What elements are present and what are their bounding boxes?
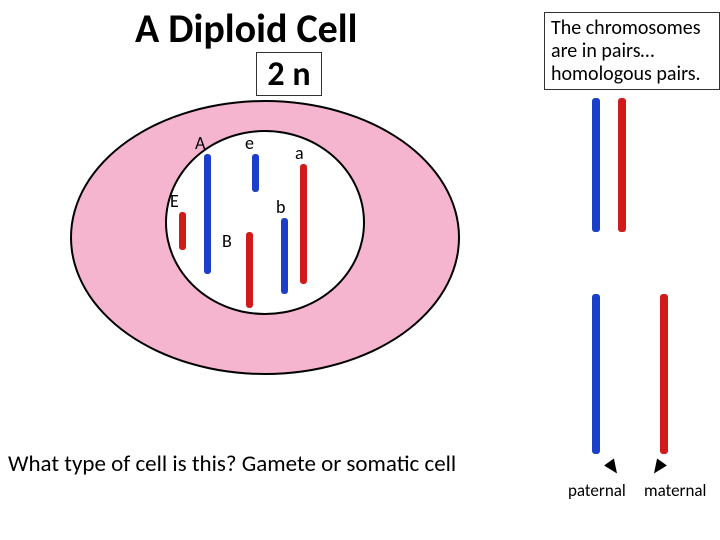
chromosome-label: e	[245, 132, 254, 154]
chromosome-label: E	[170, 190, 179, 212]
side-info-line: homologous pairs.	[551, 63, 713, 86]
question-text: What type of cell is this? Gamete or som…	[8, 450, 456, 478]
ploidy-box: 2 n	[256, 52, 322, 96]
page-title: A Diploid Cell	[135, 4, 357, 53]
chromosome	[246, 232, 253, 308]
chromosome-label: B	[222, 230, 232, 252]
legend-label-paternal: paternal	[568, 480, 626, 501]
arrow-icon	[604, 459, 622, 477]
legend-label-maternal: maternal	[644, 480, 706, 501]
chromosome	[300, 164, 307, 284]
chromosome	[204, 154, 211, 274]
chromosome	[252, 154, 259, 192]
legend-chromosome	[592, 98, 600, 232]
arrow-icon	[649, 459, 667, 477]
chromosome	[281, 218, 288, 294]
chromosome-label: b	[276, 196, 285, 218]
cell-nucleus	[165, 130, 365, 315]
legend-chromosome	[660, 294, 668, 454]
side-info-line: are in pairs…	[551, 40, 713, 63]
legend-chromosome	[592, 294, 600, 454]
chromosome-label: a	[295, 142, 304, 164]
side-info-line: The chromosomes	[551, 17, 713, 40]
chromosome	[179, 212, 186, 250]
side-info-box: The chromosomes are in pairs… homologous…	[544, 12, 720, 90]
legend-chromosome	[618, 98, 626, 232]
chromosome-label: A	[195, 132, 205, 154]
